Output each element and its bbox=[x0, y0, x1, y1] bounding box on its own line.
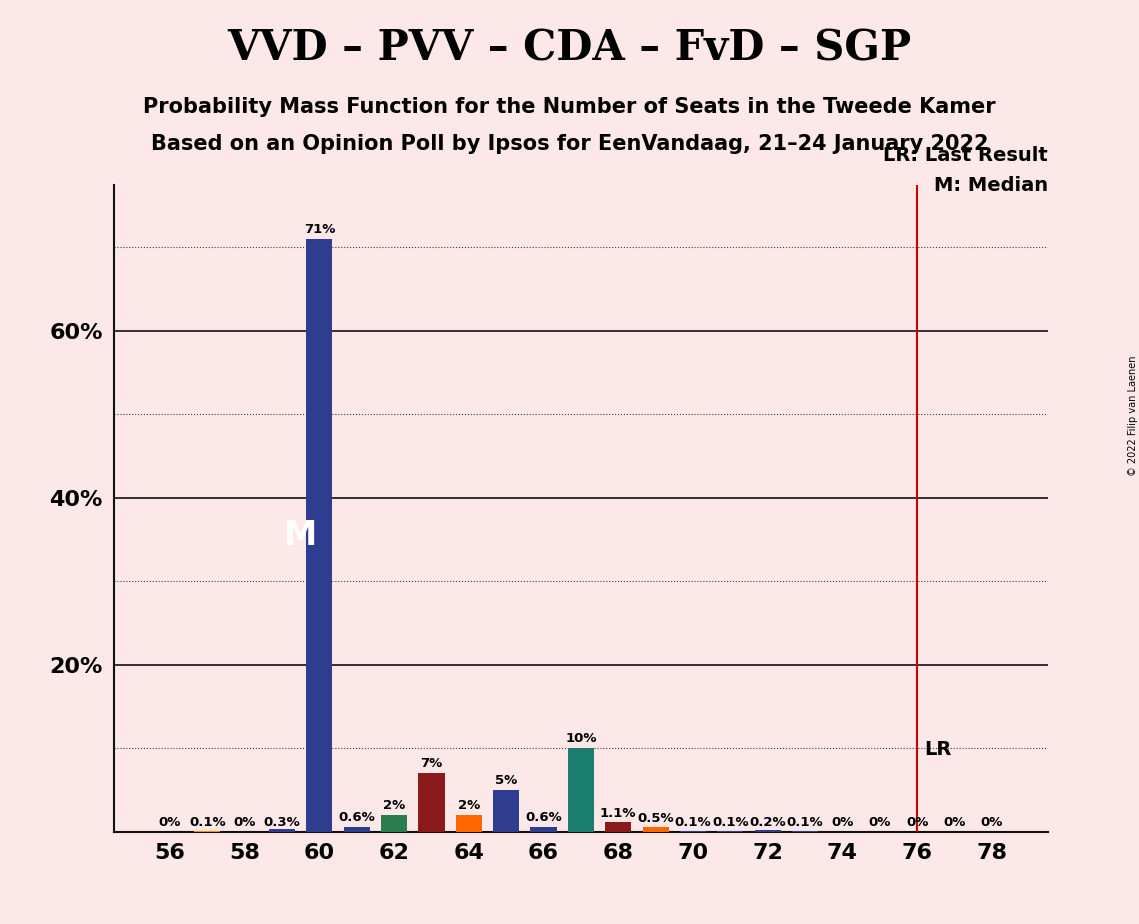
Bar bbox=[269, 829, 295, 832]
Text: 0.1%: 0.1% bbox=[674, 816, 711, 829]
Bar bbox=[306, 239, 333, 832]
Bar bbox=[568, 748, 593, 832]
Text: 0.5%: 0.5% bbox=[638, 812, 674, 825]
Text: LR: LR bbox=[925, 740, 952, 760]
Bar bbox=[493, 790, 519, 832]
Bar bbox=[344, 827, 370, 832]
Text: VVD – PVV – CDA – FvD – SGP: VVD – PVV – CDA – FvD – SGP bbox=[228, 28, 911, 69]
Text: 0%: 0% bbox=[981, 816, 1003, 829]
Text: 0%: 0% bbox=[233, 816, 256, 829]
Text: 5%: 5% bbox=[495, 774, 517, 787]
Text: 0.2%: 0.2% bbox=[749, 816, 786, 829]
Bar bbox=[418, 773, 444, 832]
Text: 1.1%: 1.1% bbox=[600, 807, 637, 820]
Text: Probability Mass Function for the Number of Seats in the Tweede Kamer: Probability Mass Function for the Number… bbox=[144, 97, 995, 117]
Bar bbox=[755, 830, 780, 832]
Text: 0.6%: 0.6% bbox=[338, 811, 375, 824]
Text: 0%: 0% bbox=[906, 816, 928, 829]
Text: 7%: 7% bbox=[420, 757, 443, 770]
Text: M: M bbox=[285, 518, 318, 552]
Text: © 2022 Filip van Laenen: © 2022 Filip van Laenen bbox=[1129, 356, 1138, 476]
Text: 2%: 2% bbox=[383, 799, 405, 812]
Bar bbox=[382, 815, 407, 832]
Text: 0%: 0% bbox=[831, 816, 853, 829]
Bar bbox=[642, 827, 669, 832]
Text: LR: Last Result: LR: Last Result bbox=[883, 146, 1048, 165]
Text: 0.6%: 0.6% bbox=[525, 811, 562, 824]
Text: M: Median: M: Median bbox=[934, 176, 1048, 194]
Text: 0.1%: 0.1% bbox=[712, 816, 748, 829]
Bar bbox=[605, 822, 631, 832]
Text: 0.3%: 0.3% bbox=[263, 816, 301, 829]
Text: 0%: 0% bbox=[869, 816, 891, 829]
Text: Based on an Opinion Poll by Ipsos for EenVandaag, 21–24 January 2022: Based on an Opinion Poll by Ipsos for Ee… bbox=[150, 134, 989, 154]
Bar bbox=[456, 815, 482, 832]
Bar bbox=[531, 827, 557, 832]
Text: 71%: 71% bbox=[304, 223, 335, 236]
Text: 0.1%: 0.1% bbox=[189, 816, 226, 829]
Text: 0%: 0% bbox=[158, 816, 181, 829]
Text: 0%: 0% bbox=[943, 816, 966, 829]
Text: 10%: 10% bbox=[565, 732, 597, 745]
Text: 2%: 2% bbox=[458, 799, 480, 812]
Text: 0.1%: 0.1% bbox=[787, 816, 823, 829]
